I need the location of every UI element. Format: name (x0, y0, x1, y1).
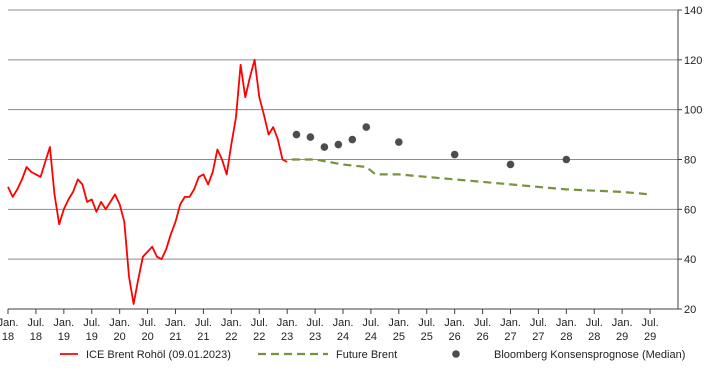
x-tick-label-bottom: 23 (309, 331, 321, 343)
x-tick-label-bottom: 27 (532, 331, 544, 343)
x-tick-label-bottom: 22 (253, 331, 265, 343)
x-tick-label-top: Jan. (165, 317, 186, 329)
x-tick-label-top: Jul. (27, 317, 44, 329)
x-tick-label-bottom: 24 (365, 331, 377, 343)
y-tick-label: 120 (684, 55, 702, 67)
x-tick-label-top: Jan. (500, 317, 521, 329)
x-tick-label-bottom: 20 (141, 331, 153, 343)
forecast-point (292, 130, 301, 139)
forecast-point (395, 138, 403, 146)
x-tick-label-top: Jul. (362, 317, 379, 329)
y-tick-label: 100 (684, 105, 702, 117)
forecast-point (562, 155, 571, 164)
x-tick-label-bottom: 21 (197, 331, 209, 343)
x-tick-label-bottom: 25 (421, 331, 433, 343)
future-brent-line (291, 158, 651, 196)
x-tick-label-bottom: 29 (616, 331, 628, 343)
x-tick-label-top: Jul. (530, 317, 547, 329)
y-tick-label: 80 (684, 155, 696, 167)
forecast-point (334, 140, 343, 149)
x-tick-label-bottom: 24 (337, 331, 349, 343)
x-tick-label-bottom: 18 (30, 331, 42, 343)
x-tick-label-top: Jan. (388, 317, 409, 329)
x-tick-label-bottom: 21 (169, 331, 181, 343)
forecast-point (450, 150, 459, 159)
x-tick-label-top: Jan. (612, 317, 633, 329)
x-tick-label-top: Jul. (251, 317, 268, 329)
legend-label: Bloomberg Konsensprognose (Median) (494, 349, 685, 361)
x-tick-label-bottom: 19 (58, 331, 70, 343)
legend-label: Future Brent (336, 349, 397, 361)
y-tick-label: 140 (684, 5, 702, 17)
axes (7, 9, 682, 314)
x-axis-tick-labels: Jan. 18 Jul. 18 Jan. 19 Jul. 19 Jan. 20 Jul. 20 Jan.… (0, 317, 659, 343)
forecast-point (320, 143, 329, 151)
series (7, 58, 651, 305)
x-tick-label-top: Jul. (474, 317, 491, 329)
y-tick-label: 20 (684, 304, 696, 316)
brent-price-line (7, 58, 288, 305)
x-tick-label-bottom: 22 (225, 331, 237, 343)
x-tick-label-top: Jul. (642, 317, 659, 329)
x-tick-label-top: Jul. (83, 317, 100, 329)
x-tick-label-bottom: 26 (449, 331, 461, 343)
x-tick-label-bottom: 19 (86, 331, 98, 343)
forecast-point (506, 160, 515, 169)
x-tick-label-top: Jan. (444, 317, 465, 329)
x-tick-label-top: Jul. (307, 317, 324, 329)
forecast-point (362, 123, 371, 131)
x-tick-label-top: Jan. (556, 317, 577, 329)
x-tick-label-top: Jan. (109, 317, 130, 329)
x-tick-label-bottom: 28 (560, 331, 572, 343)
x-tick-label-top: Jan. (277, 317, 298, 329)
x-tick-label-bottom: 18 (2, 331, 14, 343)
y-tick-label: 40 (684, 254, 696, 266)
forecast-point (306, 133, 315, 141)
x-tick-label-top: Jan. (53, 317, 74, 329)
x-tick-label-bottom: 20 (114, 331, 126, 343)
x-tick-label-top: Jul. (139, 317, 156, 329)
x-tick-label-bottom: 25 (393, 331, 405, 343)
x-tick-label-bottom: 28 (588, 331, 600, 343)
x-tick-label-top: Jan. (333, 317, 354, 329)
legend: ICE Brent Rohöl (09.01.2023) Future Brent… (60, 349, 685, 361)
x-tick-label-bottom: 26 (476, 331, 488, 343)
x-tick-label-top: Jul. (195, 317, 212, 329)
x-tick-label-bottom: 27 (504, 331, 516, 343)
forecast-point (348, 135, 357, 144)
x-tick-label-top: Jul. (418, 317, 435, 329)
legend-swatch-scatter (452, 350, 460, 358)
x-tick-label-bottom: 29 (644, 331, 656, 343)
y-axis-tick-labels: 20 40 60 80 100 120 140 (684, 5, 702, 316)
x-tick-label-top: Jan. (221, 317, 242, 329)
gridlines (8, 9, 678, 260)
y-tick-label: 60 (684, 204, 696, 216)
x-tick-label-top: Jan. (0, 317, 18, 329)
legend-label: ICE Brent Rohöl (09.01.2023) (86, 349, 231, 361)
x-tick-label-top: Jul. (586, 317, 603, 329)
x-tick-label-bottom: 23 (281, 331, 293, 343)
